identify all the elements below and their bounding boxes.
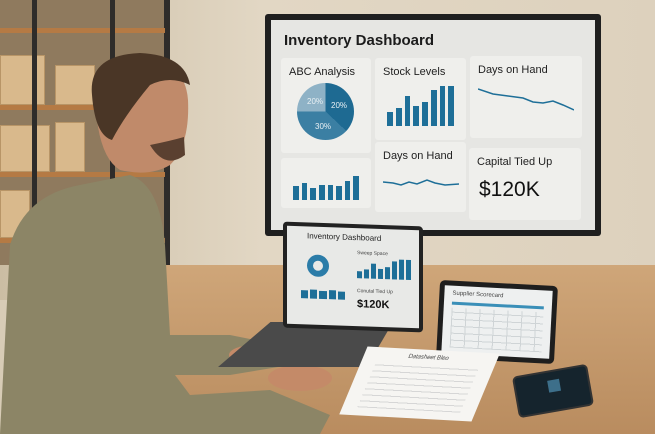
capital-value: $120K xyxy=(479,178,540,201)
panel-title: Sweep Space xyxy=(357,250,388,258)
bar xyxy=(392,261,397,280)
days-on-hand-line-chart xyxy=(478,88,574,111)
pie-label: 20% xyxy=(331,101,348,110)
box xyxy=(55,65,95,105)
days-on-hand-line-chart xyxy=(383,179,459,186)
bar xyxy=(301,182,308,200)
panel-title: Days on Hand xyxy=(383,150,453,162)
box xyxy=(0,125,50,172)
panel-title: ABC Analysis xyxy=(289,66,356,78)
wall-monitor: Inventory Dashboard ABC Analysis 20% 20%… xyxy=(265,14,601,236)
bar xyxy=(344,181,351,200)
shelf xyxy=(0,28,165,33)
panel-title: Days on Hand xyxy=(478,64,548,76)
bar xyxy=(422,102,428,126)
bar xyxy=(310,187,316,200)
abc-pie-chart: 20% 20% 30% xyxy=(297,83,354,140)
bar xyxy=(293,186,299,200)
bar xyxy=(357,271,362,279)
pie-label: 30% xyxy=(315,122,332,131)
laptop-bars xyxy=(357,258,411,281)
bar xyxy=(327,185,334,200)
panel-title: Conutal Tied Up xyxy=(357,288,393,296)
paper-table xyxy=(357,363,479,413)
scorecard-table xyxy=(449,307,544,353)
tv-dashboard: Inventory Dashboard ABC Analysis 20% 20%… xyxy=(271,20,595,230)
shelf xyxy=(0,105,165,110)
bar xyxy=(385,267,390,280)
window-frame xyxy=(32,0,37,265)
bar xyxy=(318,185,325,200)
stock-levels-panel: Stock Levels xyxy=(375,58,466,140)
supplier-scorecard-screen: Supplier Scorecard xyxy=(441,285,553,359)
capital-tied-up-panel: Capital Tied Up $120K xyxy=(469,148,581,220)
panel-title: Stock Levels xyxy=(383,66,446,78)
bar xyxy=(430,90,437,126)
abc-analysis-panel: ABC Analysis 20% 20% 30% xyxy=(281,58,371,153)
bar xyxy=(448,86,454,126)
bar xyxy=(413,106,419,126)
bar-chart-bars xyxy=(293,175,359,200)
bar xyxy=(364,269,369,279)
paper-sheet: Datasheet Bleo xyxy=(339,346,500,422)
capital-value: $120K xyxy=(357,298,390,312)
bar-chart-panel xyxy=(281,158,371,208)
box xyxy=(0,55,45,105)
bar xyxy=(353,176,359,200)
bar xyxy=(404,96,411,126)
stock-levels-bars xyxy=(387,86,454,126)
bar xyxy=(395,108,402,126)
days-on-hand-panel-2: Days on Hand xyxy=(375,142,466,212)
panel-title: Capital Tied Up xyxy=(477,156,553,168)
bar xyxy=(406,259,411,281)
laptop-dashboard-title: Inventory Dashboard xyxy=(307,231,382,243)
bar xyxy=(378,268,383,280)
laptop: Inventory Dashboard Sweep Space Conutal … xyxy=(283,221,423,333)
donut-chart xyxy=(307,254,329,278)
bar xyxy=(371,263,376,279)
pie-label: 20% xyxy=(307,97,324,106)
paper-title: Datasheet Bleo xyxy=(407,353,450,363)
bar xyxy=(336,186,342,200)
laptop-dashboard: Inventory Dashboard Sweep Space Conutal … xyxy=(287,225,419,329)
dashboard-title: Inventory Dashboard xyxy=(284,32,435,49)
box xyxy=(55,122,85,172)
shelf xyxy=(0,172,165,177)
tablet-title: Supplier Scorecard xyxy=(452,290,504,300)
bar xyxy=(399,259,404,280)
person xyxy=(0,53,332,434)
bar xyxy=(439,86,446,126)
laptop-bars-small xyxy=(301,288,346,300)
days-on-hand-panel: Days on Hand xyxy=(470,56,582,138)
qr-code-icon xyxy=(547,378,562,393)
bar xyxy=(387,112,393,126)
